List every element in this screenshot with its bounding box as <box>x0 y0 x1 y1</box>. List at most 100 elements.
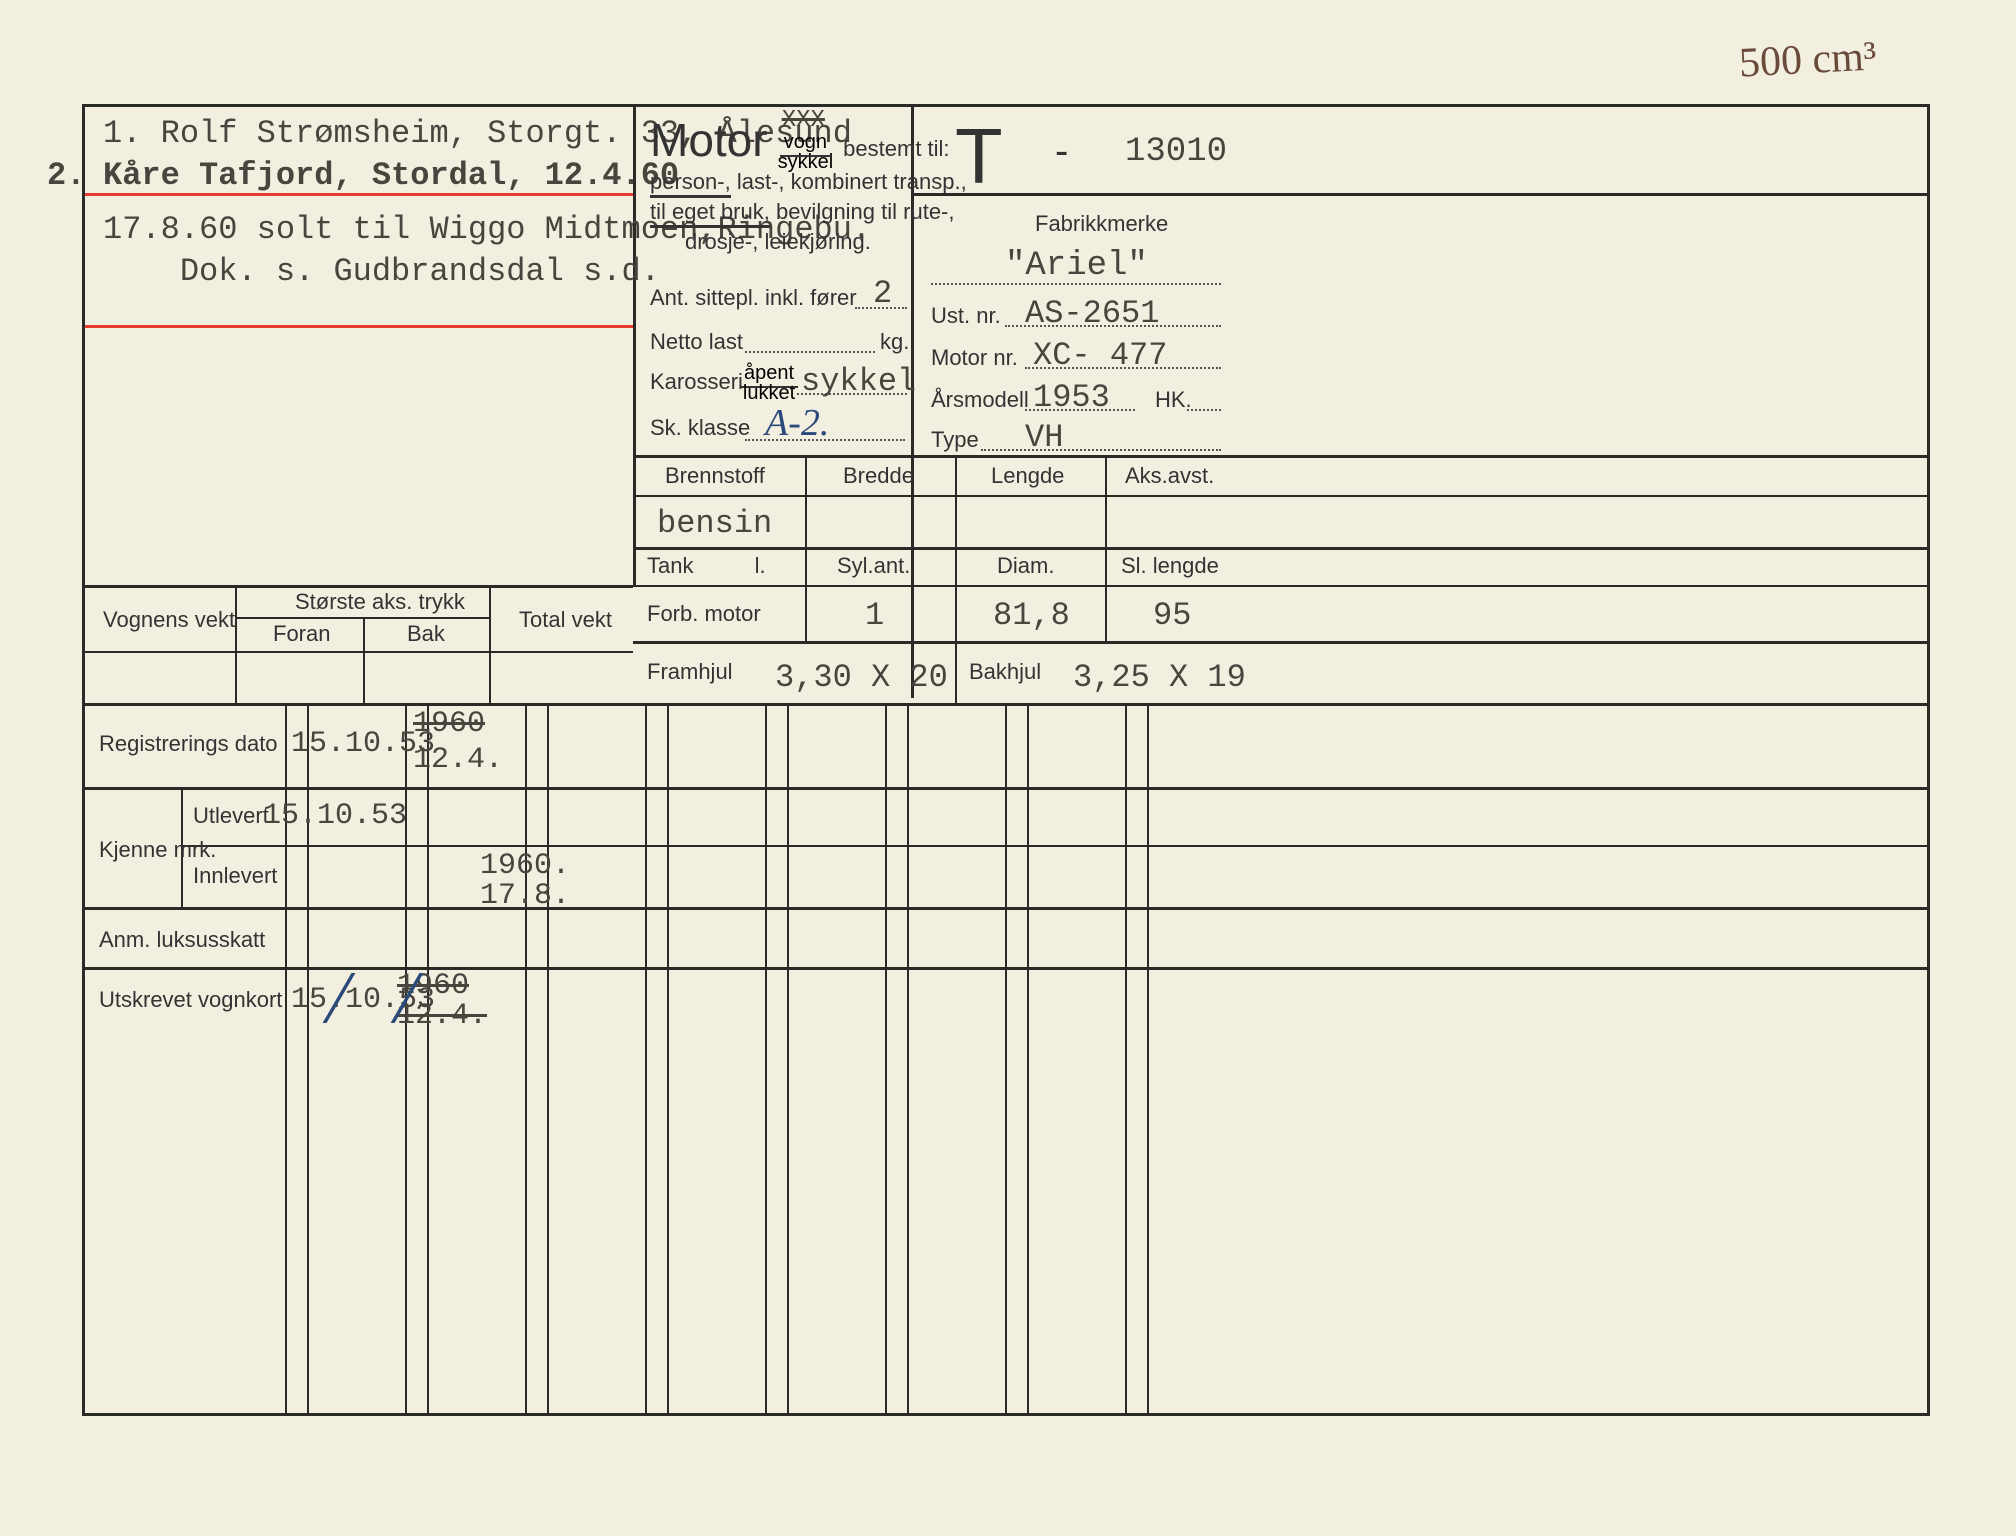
seats-label: Ant. sittepl. inkl. fører <box>650 285 857 311</box>
vognens-vekt-label: Vognens vekt <box>103 607 235 633</box>
divider <box>885 703 887 1413</box>
handwritten-annotation: 500 cm³ <box>1737 32 1877 87</box>
divider <box>907 703 909 1413</box>
registration-card: 1. Rolf Strømsheim, Storgt. 33, Ålesund … <box>82 104 1930 1416</box>
kjenne-label: Kjenne mrk. <box>99 837 216 863</box>
divider <box>911 193 1927 196</box>
dotted-line <box>981 449 1221 451</box>
divider <box>765 703 767 1413</box>
regdato-v2a: 1960 <box>413 707 485 741</box>
framhjul-value: 3,30 X 20 <box>775 659 948 696</box>
spec-v-sylant: 1 <box>865 597 884 634</box>
divider <box>1105 455 1107 641</box>
divider <box>363 617 365 703</box>
divider <box>181 845 1927 847</box>
motornr-value: XC- 477 <box>1033 337 1167 374</box>
kaross-label: Karosseri <box>650 369 743 395</box>
bak-label: Bak <box>407 621 445 647</box>
kaross-value: sykkel <box>801 363 916 400</box>
framhjul-label: Framhjul <box>647 659 733 685</box>
spec-h-lengde: Lengde <box>991 463 1064 489</box>
dotted-line <box>931 283 1221 285</box>
innlevert-v1: 1960. <box>480 849 570 883</box>
innlevert-label: Innlevert <box>193 863 277 889</box>
aks-trykk-label: Største aks. trykk <box>295 589 465 615</box>
divider <box>85 651 633 653</box>
divider <box>1027 703 1029 1413</box>
spec-v-brennstoff: bensin <box>657 505 772 542</box>
luksusskatt-label: Anm. luksusskatt <box>99 927 265 953</box>
ustnr-value: AS-2651 <box>1025 295 1159 332</box>
divider <box>427 703 429 1413</box>
fabrikkmerke-label: Fabrikkmerke <box>1035 211 1168 237</box>
utlevert-value: 15.10.53 <box>263 799 407 833</box>
divider <box>955 455 957 703</box>
paper-scan: 500 cm³ 1. Rolf Strømsheim, Storgt. 33, … <box>0 0 2016 1536</box>
use-line-2: til eget bruk, bevilgning til rute-, <box>650 199 955 225</box>
spec-v-forbmotor: Forb. motor <box>647 601 761 627</box>
netto-label: Netto last <box>650 329 743 355</box>
bakhjul-value: 3,25 X 19 <box>1073 659 1246 696</box>
utlevert-label: Utlevert <box>193 803 269 829</box>
spec-h-aksavst: Aks.avst. <box>1125 463 1214 489</box>
spec-h-tank: Tank l. <box>647 553 766 579</box>
use-egetbruk: til eget bruk, <box>650 199 770 228</box>
divider <box>547 703 549 1413</box>
skklasse-value: A-2. <box>765 401 829 445</box>
spec-h-sylant: Syl.ant. <box>837 553 910 579</box>
divider <box>235 585 237 703</box>
totalvekt-label: Total vekt <box>519 607 612 633</box>
red-underline <box>85 193 633 196</box>
netto-unit: kg. <box>880 329 909 355</box>
spec-h-bredde: Bredde <box>843 463 914 489</box>
divider <box>235 617 489 619</box>
spec-v-diam: 81,8 <box>993 597 1070 634</box>
owner-line-2-prefix: 2. <box>47 157 85 194</box>
divider <box>633 495 1927 497</box>
divider <box>645 703 647 1413</box>
divider <box>1005 703 1007 1413</box>
ustnr-label: Ust. nr. <box>931 303 1001 329</box>
divider <box>525 703 527 1413</box>
arsmodell-value: 1953 <box>1033 379 1110 416</box>
seats-value: 2 <box>873 275 892 312</box>
divider <box>489 585 491 703</box>
spec-h-sllengde: Sl. lengde <box>1121 553 1219 579</box>
divider <box>633 455 1927 458</box>
reg-dash: - <box>1055 129 1068 174</box>
red-underline <box>85 325 633 328</box>
use-line-1: person-, last-, kombinert transp., <box>650 169 967 195</box>
divider <box>805 455 807 641</box>
spec-h-diam: Diam. <box>997 553 1054 579</box>
skklasse-label: Sk. klasse <box>650 415 750 441</box>
foran-label: Foran <box>273 621 330 647</box>
divider <box>1147 703 1149 1413</box>
fabrikkmerke-value: "Ariel" <box>1005 247 1148 285</box>
divider <box>1125 703 1127 1413</box>
spec-h-brennstoff: Brennstoff <box>665 463 765 489</box>
divider <box>633 585 1927 587</box>
motornr-label: Motor nr. <box>931 345 1018 371</box>
dotted-line <box>745 351 875 353</box>
innlevert-v2: 17.8. <box>480 879 570 913</box>
divider <box>633 547 1927 550</box>
motor-frac-top: XXX vogn <box>780 131 831 157</box>
type-label: Type <box>931 427 979 453</box>
arsmodell-label: Årsmodell <box>931 387 1029 413</box>
spec-v-sllengde: 95 <box>1153 597 1191 634</box>
divider <box>667 703 669 1413</box>
bakhjul-label: Bakhjul <box>969 659 1041 685</box>
vognkort-label: Utskrevet vognkort <box>99 987 282 1013</box>
motor-title: Motor XXX vogn sykkel bestemt til: <box>650 113 950 172</box>
divider <box>787 703 789 1413</box>
vogn-strike: XXX <box>782 109 825 133</box>
divider <box>633 641 1927 644</box>
type-value: VH <box>1025 419 1063 456</box>
dotted-line <box>1187 409 1221 411</box>
owner-line-2: Kåre Tafjord, Stordal, 12.4.60 <box>103 157 679 194</box>
vogn-label: vogn <box>784 131 827 153</box>
reg-prefix: T <box>955 111 1003 202</box>
bestemt-label: bestemt til: <box>843 136 949 161</box>
reg-number: 13010 <box>1125 133 1227 171</box>
use-person: person-, <box>650 169 731 198</box>
